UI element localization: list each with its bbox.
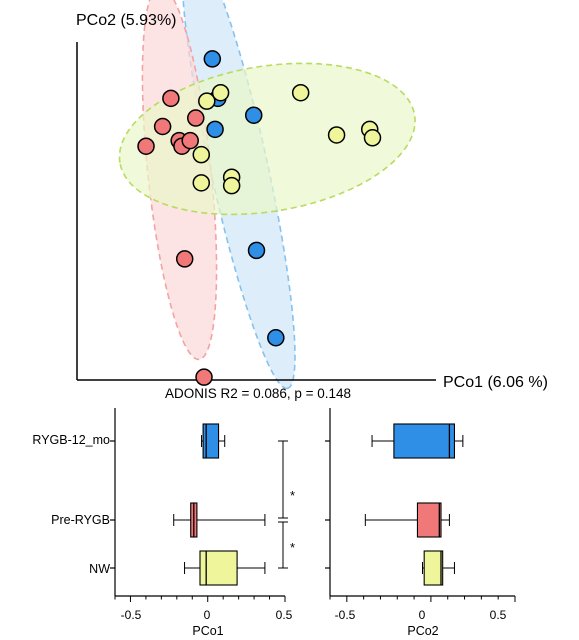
point-pre-rygb-7 (175, 250, 194, 268)
box2-box-rygb-12-mo (393, 423, 456, 459)
box1-category-label-0: RYGB-12_mo (32, 433, 110, 447)
pcoa-x-axis-label: PCo1 (6.06 %) (443, 374, 548, 391)
pco2-boxplot: PCo2 -0.5 0 0.5 (325, 408, 516, 638)
point-pre-rygb-1 (153, 117, 172, 136)
box2-box-nw (423, 550, 444, 586)
box2-x-axis-label: PCo2 (407, 624, 438, 638)
point-pre-rygb-8 (195, 368, 213, 386)
point-pre-rygb-5 (181, 131, 199, 150)
box2-box-pre-rygb (416, 502, 442, 538)
point-nw-2 (291, 83, 310, 102)
pcoa-y-axis-label: PCo2 (5.93%) (76, 12, 177, 29)
significance-star-2: * (290, 540, 295, 555)
point-rygb-12-mo-4 (247, 241, 266, 260)
confidence-ellipses (118, 0, 416, 390)
significance-star-1: * (290, 488, 295, 503)
pcoa-plot: PCo2 (5.93%) PCo1 (6.06 %) ADONIS R2 = 0… (76, 0, 548, 401)
point-rygb-12-mo-3 (206, 120, 224, 139)
box1-box-rygb-12-mo (202, 423, 220, 459)
pcoa-points (137, 50, 382, 386)
point-rygb-12-mo-2 (244, 106, 263, 124)
box2-tick-label-2: 0.5 (490, 608, 507, 622)
box1-category-label-1: Pre-RYGB (51, 513, 110, 527)
point-nw-8 (222, 176, 241, 195)
point-rygb-12-mo-5 (267, 329, 285, 347)
box1-tick-label-2: 0.5 (276, 608, 293, 622)
adonis-annotation: ADONIS R2 = 0.086, p = 0.148 (165, 386, 351, 401)
box1-tick-label-0: -0.5 (121, 608, 142, 622)
box1-category-label-2: NW (89, 562, 110, 576)
point-pre-rygb-0 (162, 89, 180, 108)
box1-x-axis-label: PCo1 (192, 624, 223, 638)
point-nw-5 (363, 129, 382, 147)
point-nw-3 (327, 126, 346, 144)
box2-tick-label-0: -0.5 (335, 608, 356, 622)
box1-tick-label-1: 0 (204, 608, 211, 622)
box2-tick-label-1: 0 (419, 608, 426, 622)
point-nw-9 (192, 174, 211, 192)
point-pre-rygb-2 (186, 109, 205, 127)
point-pre-rygb-6 (137, 137, 155, 155)
ellipse-nw (118, 62, 416, 216)
pco1-boxplot: RYGB-12_mo Pre-RYGB NW PCo1 -0.5 0 0.5 *… (32, 408, 295, 638)
point-rygb-12-mo-0 (203, 50, 222, 68)
point-nw-1 (211, 83, 230, 102)
point-nw-6 (192, 145, 211, 164)
point-nw-0 (198, 92, 216, 110)
